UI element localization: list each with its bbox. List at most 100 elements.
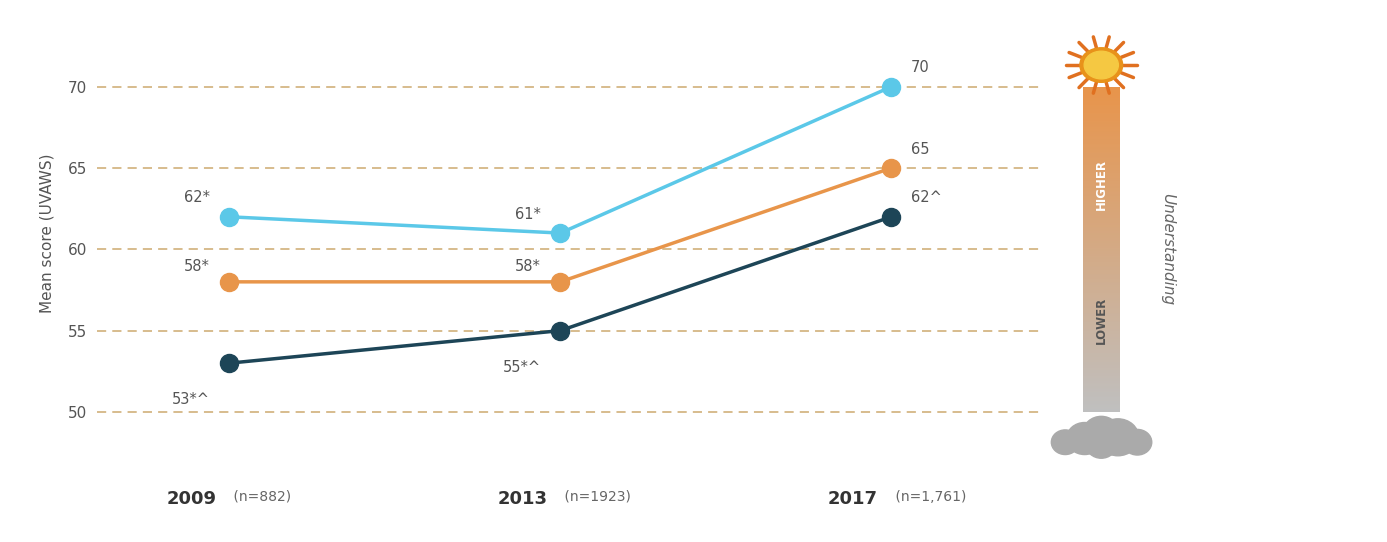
Bar <box>1083 119 1119 121</box>
Bar <box>1083 303 1119 305</box>
Bar <box>1083 305 1119 306</box>
Bar <box>1083 100 1119 101</box>
Bar <box>1083 192 1119 194</box>
Bar <box>1083 166 1119 168</box>
Bar <box>1083 279 1119 280</box>
Bar <box>1083 116 1119 118</box>
Bar <box>1083 131 1119 132</box>
Bar <box>1083 335 1119 337</box>
Bar <box>1083 352 1119 353</box>
Bar <box>1083 396 1119 397</box>
Text: 2009: 2009 <box>166 490 216 508</box>
Bar <box>1083 318 1119 319</box>
Bar <box>1083 202 1119 204</box>
Text: 2017: 2017 <box>828 490 878 508</box>
Bar <box>1083 319 1119 321</box>
Bar <box>1083 358 1119 360</box>
Bar <box>1083 207 1119 209</box>
Circle shape <box>1086 431 1117 458</box>
Bar <box>1083 381 1119 383</box>
Bar <box>1083 285 1119 287</box>
Bar <box>1083 235 1119 236</box>
Bar <box>1083 340 1119 342</box>
Bar <box>1083 350 1119 352</box>
Bar <box>1083 309 1119 311</box>
Bar <box>1083 366 1119 368</box>
Bar <box>1083 160 1119 162</box>
Bar <box>1083 197 1119 199</box>
Bar <box>1083 155 1119 157</box>
Bar <box>1083 238 1119 240</box>
Text: 70: 70 <box>911 60 929 75</box>
Bar <box>1083 158 1119 160</box>
Bar <box>1083 95 1119 96</box>
Bar <box>1083 266 1119 267</box>
Bar <box>1083 283 1119 285</box>
Bar <box>1083 178 1119 179</box>
Bar <box>1083 246 1119 248</box>
Bar <box>1083 251 1119 253</box>
Bar <box>1083 339 1119 340</box>
Bar <box>1083 139 1119 140</box>
Bar <box>1083 137 1119 139</box>
Bar <box>1083 191 1119 192</box>
Bar <box>1083 384 1119 386</box>
Text: 61*: 61* <box>515 207 541 222</box>
Bar <box>1083 383 1119 384</box>
Bar <box>1083 404 1119 405</box>
Bar <box>1083 321 1119 322</box>
Bar <box>1083 118 1119 119</box>
Bar <box>1083 113 1119 114</box>
Bar <box>1083 194 1119 196</box>
Bar <box>1083 407 1119 409</box>
Bar <box>1083 134 1119 136</box>
Bar <box>1083 225 1119 227</box>
Bar <box>1083 313 1119 314</box>
Bar <box>1083 227 1119 228</box>
Bar <box>1083 162 1119 163</box>
Text: 62*: 62* <box>183 190 209 205</box>
Bar <box>1083 360 1119 362</box>
Bar <box>1083 165 1119 166</box>
Bar <box>1083 171 1119 173</box>
Bar <box>1083 199 1119 201</box>
Bar <box>1083 240 1119 241</box>
Bar <box>1083 210 1119 212</box>
Bar <box>1083 262 1119 264</box>
Bar <box>1083 324 1119 326</box>
Bar <box>1083 132 1119 134</box>
Bar <box>1083 121 1119 122</box>
Bar <box>1083 332 1119 334</box>
Bar <box>1083 292 1119 293</box>
Bar <box>1083 101 1119 103</box>
Bar <box>1083 329 1119 331</box>
Text: 2013: 2013 <box>497 490 546 508</box>
Bar <box>1083 344 1119 345</box>
Bar <box>1083 362 1119 363</box>
Bar <box>1083 87 1119 88</box>
Bar <box>1083 98 1119 100</box>
Bar <box>1083 375 1119 376</box>
Bar <box>1083 228 1119 230</box>
Bar <box>1083 150 1119 152</box>
Bar <box>1083 288 1119 290</box>
Bar <box>1083 275 1119 277</box>
Bar <box>1083 394 1119 396</box>
Bar <box>1083 410 1119 412</box>
Bar <box>1083 111 1119 113</box>
Bar <box>1083 365 1119 366</box>
Bar <box>1083 186 1119 188</box>
Bar <box>1083 334 1119 335</box>
Circle shape <box>1083 416 1119 448</box>
Bar <box>1083 96 1119 98</box>
Text: LOWER: LOWER <box>1094 297 1108 345</box>
Bar <box>1083 397 1119 399</box>
Circle shape <box>1080 48 1122 82</box>
Bar <box>1083 378 1119 379</box>
Bar <box>1083 267 1119 269</box>
Bar <box>1083 363 1119 365</box>
Bar <box>1083 149 1119 150</box>
Bar <box>1083 220 1119 222</box>
Bar <box>1083 136 1119 137</box>
Bar <box>1083 342 1119 344</box>
